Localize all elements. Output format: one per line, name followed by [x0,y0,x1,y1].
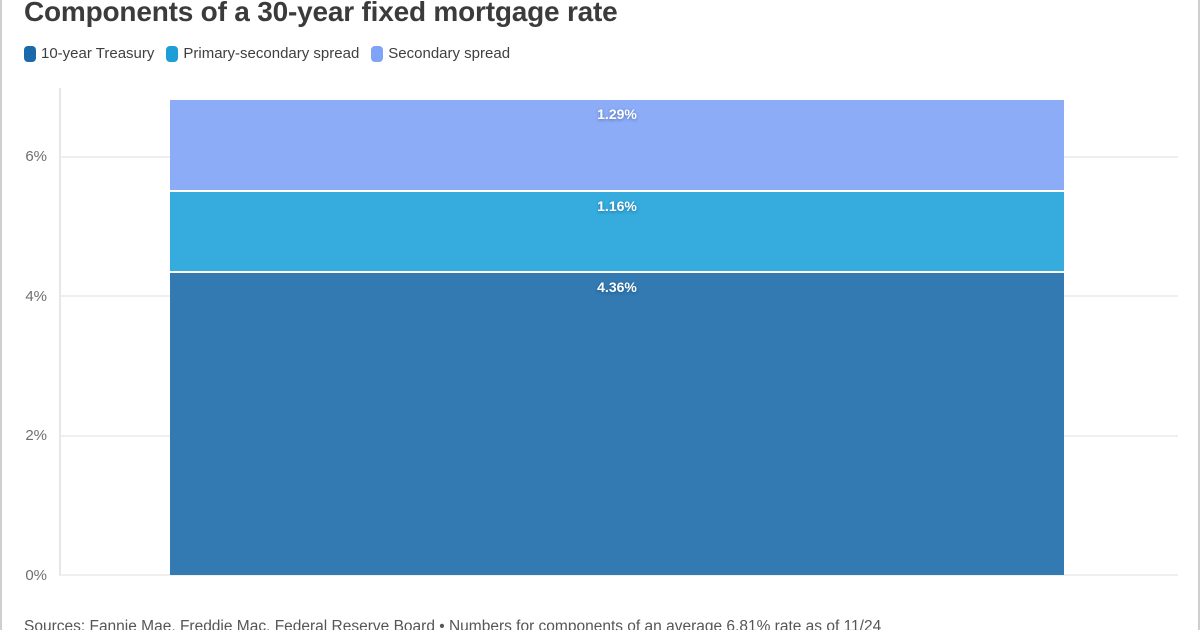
gridline-0- [59,574,1178,576]
bar-segment-secondary-spread: 1.29% [170,100,1064,190]
legend-item-secondary-spread: Secondary spread [371,45,510,62]
source-note: Sources: Fannie Mae, Freddie Mac, Federa… [24,618,882,630]
stacked-bar: 1.29% 1.16% 4.36% [170,100,1064,575]
legend-item-label: 10-year Treasury [41,45,155,62]
legend-swatch-icon [371,45,384,62]
bar-value-label: 1.29% [597,106,637,122]
bar-value-label: 1.16% [597,197,637,214]
y-tick-label: 2% [25,427,47,444]
bar-segment-10-year-treasury: 4.36% [170,270,1064,575]
chart-title: Components of a 30-year fixed mortgage r… [24,0,618,27]
legend-item-label: Primary-secondary spread [183,45,360,62]
legend: 10-year Treasury Primary-secondary spread… [24,45,510,62]
legend-item-label: Secondary spread [388,45,511,62]
bar-segment-primary-secondary-spread: 1.16% [170,189,1064,271]
legend-swatch-icon [24,45,36,62]
y-axis-line [59,88,61,575]
legend-item-primary-secondary-spread: Primary-secondary spread [166,45,359,62]
y-tick-label: 4% [25,287,47,305]
bar-value-label: 4.36% [597,278,637,295]
y-tick-label: 0% [25,566,47,584]
legend-swatch-icon [166,45,179,62]
y-tick-label: 6% [25,148,47,165]
legend-item-10-year-treasury: 10-year Treasury [24,45,154,62]
